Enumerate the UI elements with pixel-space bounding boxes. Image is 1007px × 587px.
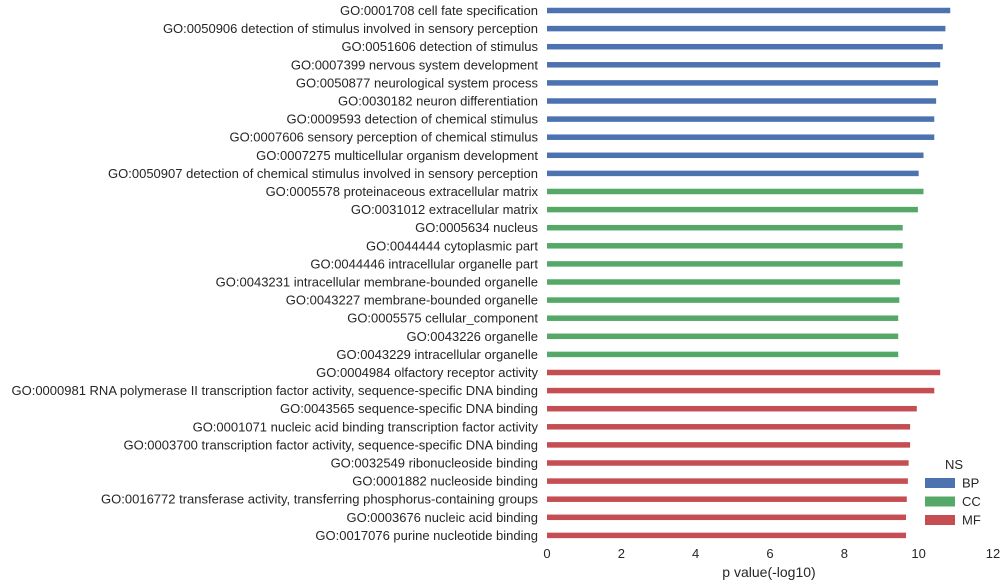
x-tick-label: 12: [986, 546, 1000, 561]
bar-mf: [547, 496, 907, 502]
bar-cc: [547, 333, 899, 340]
bar-mf: [547, 424, 911, 430]
category-label: GO:0050907 detection of chemical stimulu…: [108, 166, 538, 181]
category-label: GO:0044446 intracellular organelle part: [310, 256, 538, 271]
x-tick-label: 10: [911, 546, 925, 561]
category-label: GO:0009593 detection of chemical stimulu…: [287, 112, 539, 127]
bar-cc: [547, 188, 924, 195]
category-label: GO:0043231 intracellular membrane-bounde…: [216, 275, 538, 290]
x-tick-label: 8: [841, 546, 848, 561]
category-label: GO:0003676 nucleic acid binding: [346, 510, 538, 525]
category-label: GO:0043565 sequence-specific DNA binding: [280, 401, 538, 416]
x-tick-label: 4: [692, 546, 699, 561]
category-labels-group: GO:0001708 cell fate specification GO:005…: [11, 3, 538, 543]
category-label: GO:0043226 organelle: [406, 329, 538, 344]
legend-items: BP CC MF: [925, 476, 981, 528]
bar-mf: [547, 442, 911, 448]
bar-mf: [547, 532, 907, 539]
bar-cc: [547, 297, 900, 303]
category-label: GO:0007399 nervous system development: [291, 57, 539, 72]
x-tick-label: 0: [543, 546, 550, 561]
bar-bp: [547, 25, 946, 32]
bar-bp: [547, 62, 941, 68]
bar-bp: [547, 170, 919, 177]
category-label: GO:0001708 cell fate specification: [340, 3, 538, 18]
bars-group: [547, 7, 951, 539]
legend-swatch-bp: [925, 478, 955, 488]
bar-mf: [547, 478, 908, 484]
category-label: GO:0050877 neurological system process: [296, 75, 539, 90]
category-label: GO:0043227 membrane-bounded organelle: [286, 293, 538, 308]
bar-bp: [547, 80, 938, 86]
bar-mf: [547, 460, 909, 466]
category-label: GO:0051606 detection of stimulus: [341, 39, 538, 54]
legend-label-bp: BP: [962, 476, 979, 491]
legend-label-mf: MF: [962, 513, 981, 528]
bar-bp: [547, 116, 935, 122]
x-tick-label: 2: [618, 546, 625, 561]
legend-swatch-cc: [925, 496, 955, 507]
x-axis-ticks-group: 0 2 4 6 8 10 12: [543, 546, 1000, 561]
bar-cc: [547, 206, 918, 213]
category-label: GO:0001071 nucleic acid binding transcri…: [193, 419, 539, 434]
bar-mf: [547, 514, 907, 521]
category-label: GO:0032549 ribonucleoside binding: [331, 456, 538, 471]
category-label: GO:0043229 intracellular organelle: [336, 347, 538, 362]
bar-cc: [547, 224, 903, 231]
category-label: GO:0005578 proteinaceous extracellular m…: [266, 184, 539, 199]
category-label: GO:0050906 detection of stimulus involve…: [163, 21, 538, 36]
category-label: GO:0005634 nucleus: [415, 220, 538, 235]
bar-bp: [547, 98, 937, 104]
category-label: GO:0044444 cytoplasmic part: [366, 238, 538, 253]
x-tick-label: 6: [766, 546, 773, 561]
bar-cc: [547, 243, 903, 249]
category-label: GO:0007606 sensory perception of chemica…: [229, 130, 538, 145]
bar-bp: [547, 43, 943, 50]
category-label: GO:0004984 olfactory receptor activity: [316, 365, 538, 380]
category-label: GO:0030182 neuron differentiation: [338, 94, 538, 109]
bar-cc: [547, 261, 903, 267]
category-label: GO:0003700 transcription factor activity…: [123, 437, 538, 452]
category-label: GO:0031012 extracellular matrix: [351, 202, 539, 217]
bar-bp: [547, 7, 951, 14]
category-label: GO:0007275 multicellular organism develo…: [256, 148, 538, 163]
bar-cc: [547, 315, 899, 321]
category-label: GO:0001882 nucleoside binding: [352, 474, 538, 489]
legend-label-cc: CC: [962, 494, 981, 509]
category-label: GO:0005575 cellular_component: [347, 311, 538, 326]
legend-title: NS: [945, 457, 963, 472]
bar-cc: [547, 351, 899, 358]
category-label: GO:0017076 purine nucleotide binding: [315, 528, 538, 543]
bar-bp: [547, 152, 924, 159]
category-label: GO:0000981 RNA polymerase II transcripti…: [11, 383, 538, 398]
bar-cc: [547, 279, 901, 285]
bar-mf: [547, 369, 941, 376]
x-axis-label: p value(-log10): [722, 564, 815, 580]
bar-mf: [547, 387, 935, 394]
legend-swatch-mf: [925, 515, 955, 525]
category-label: GO:0016772 transferase activity, transfe…: [101, 492, 538, 507]
legend: NS BP CC MF: [925, 457, 981, 528]
bar-bp: [547, 134, 935, 140]
bar-mf: [547, 405, 917, 412]
